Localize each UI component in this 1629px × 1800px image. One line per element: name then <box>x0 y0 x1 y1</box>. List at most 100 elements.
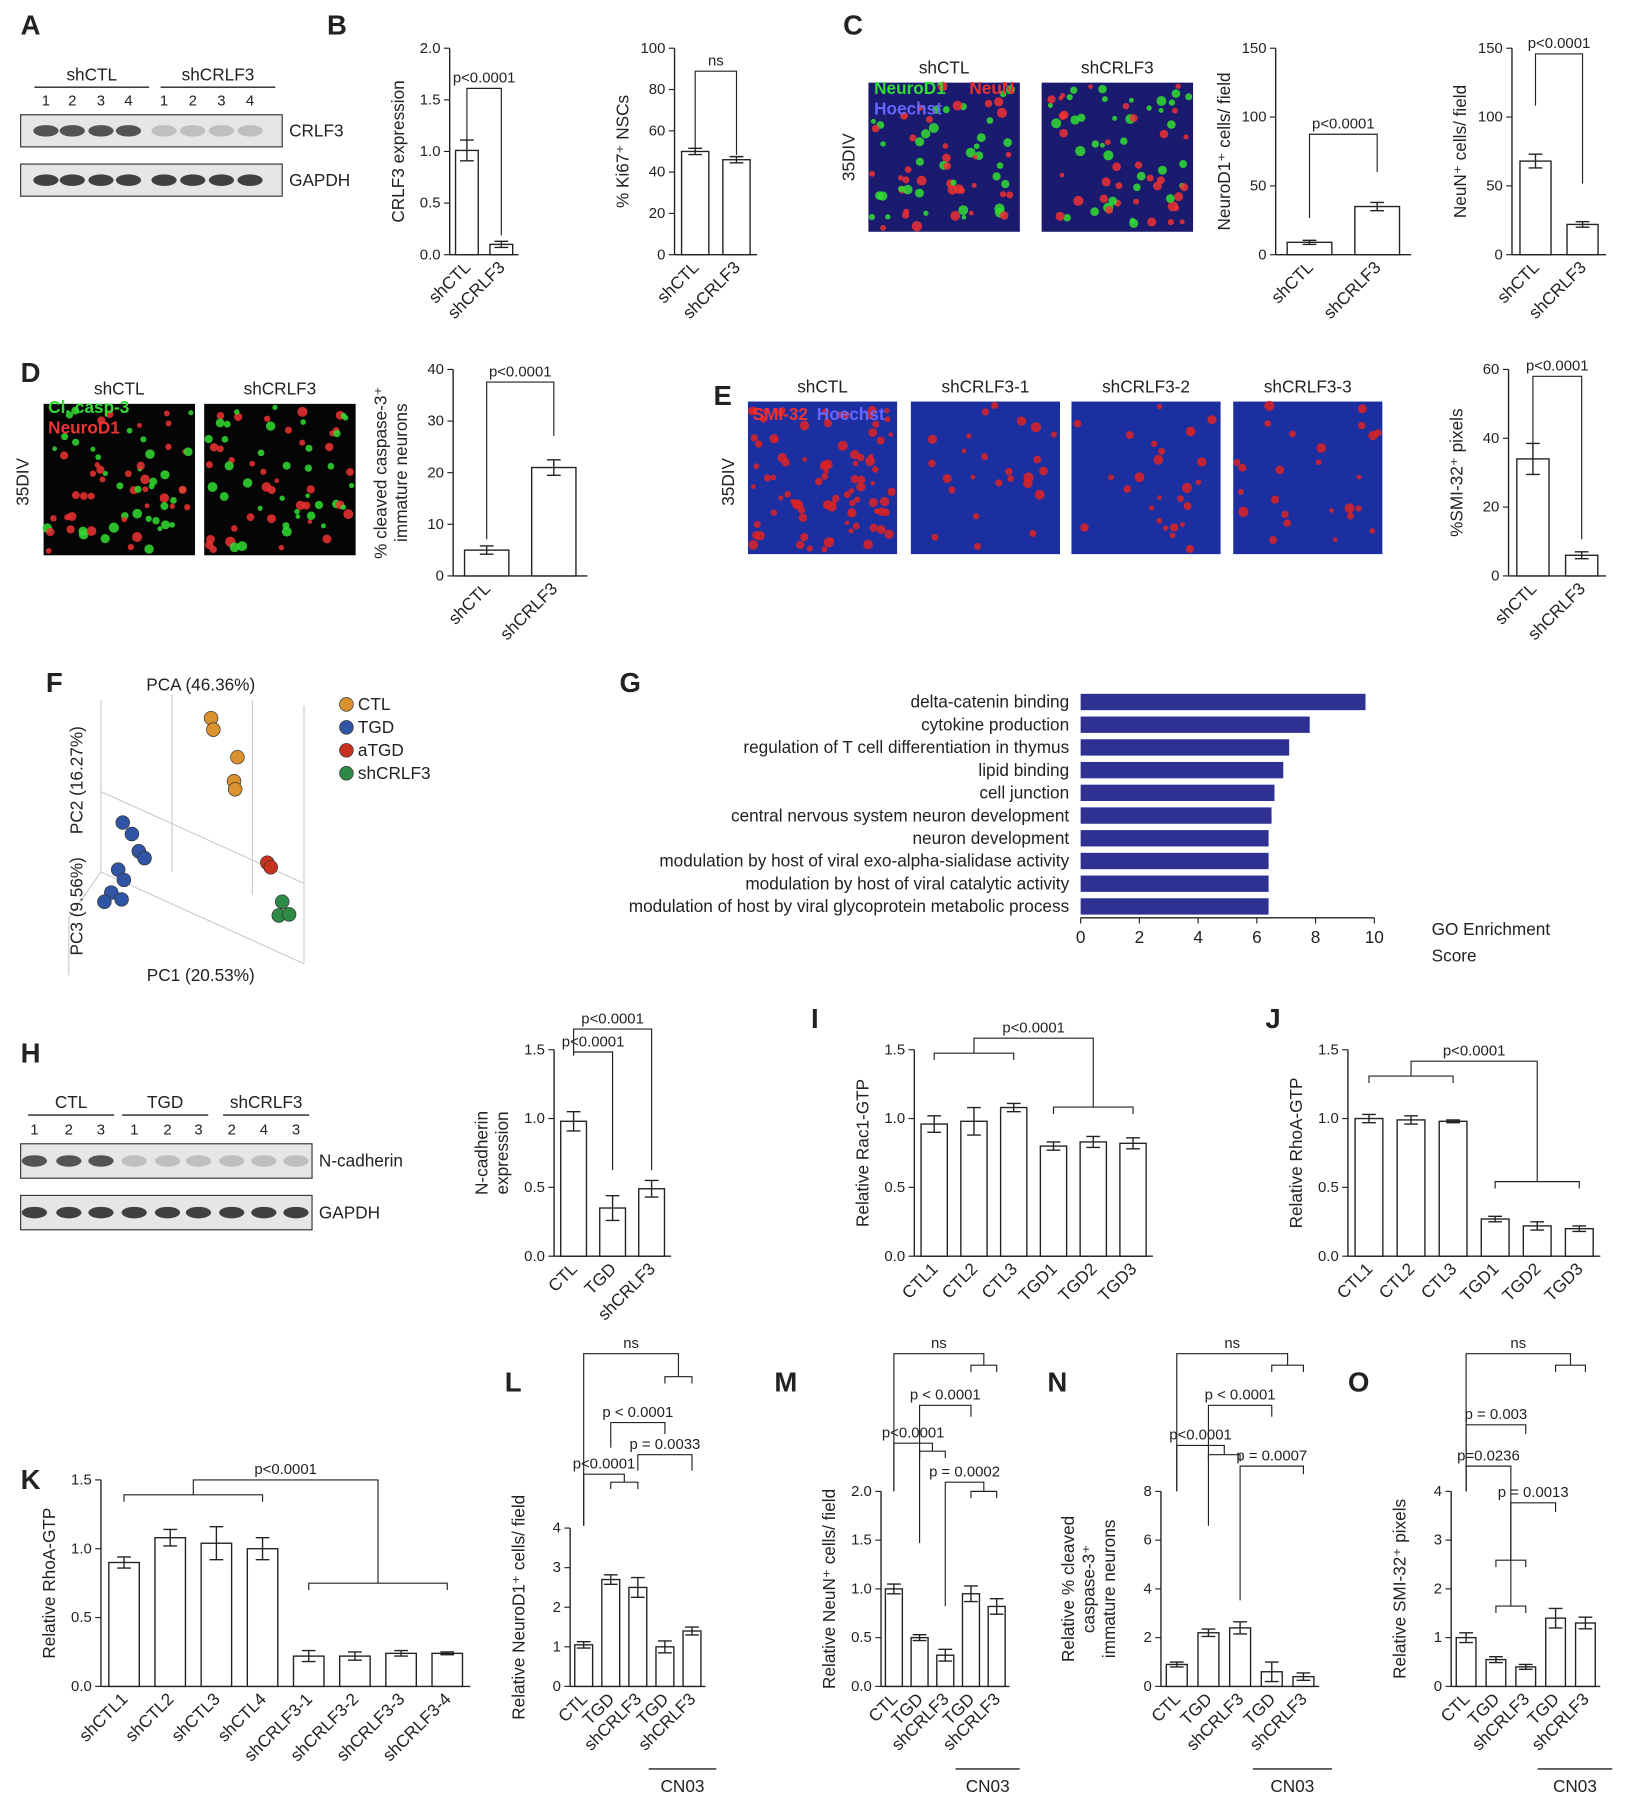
cell <box>142 486 149 493</box>
cell <box>65 411 74 419</box>
blot-band <box>283 1206 309 1219</box>
y-tick-label: 3 <box>553 1560 561 1576</box>
cell <box>87 492 95 500</box>
cell <box>145 449 155 459</box>
error-bar <box>1370 201 1385 212</box>
cell <box>223 420 231 428</box>
cell <box>264 415 271 422</box>
cell <box>961 214 967 220</box>
cell <box>943 162 952 170</box>
cell <box>221 435 229 443</box>
significance-bracket <box>1308 133 1378 218</box>
cell <box>898 175 904 181</box>
significance-label: p = 0.0013 <box>1498 1485 1569 1501</box>
blot-group: TGD <box>147 1092 183 1112</box>
y-axis-label: %SMI-32⁺ pixels <box>1447 408 1467 536</box>
blot-band <box>237 174 263 186</box>
bar <box>1080 761 1284 779</box>
cell <box>97 416 106 425</box>
lane-label: 2 <box>189 94 197 110</box>
cell <box>1179 160 1188 168</box>
bar <box>1080 898 1269 915</box>
cell <box>1183 134 1189 140</box>
cell <box>965 147 976 158</box>
cell <box>1238 463 1247 472</box>
y-axis-label: expression <box>492 1111 512 1194</box>
significance-label: p<0.0001 <box>581 1011 644 1027</box>
cell <box>1129 218 1139 228</box>
cell <box>1369 528 1376 534</box>
category-label: lipid binding <box>978 760 1069 780</box>
category-label: modulation by host of viral exo-alpha-si… <box>659 851 1069 871</box>
error-bar <box>1530 1221 1545 1231</box>
micrograph <box>1041 82 1194 232</box>
cell <box>1005 151 1012 158</box>
cell <box>314 500 324 510</box>
cell <box>923 210 929 216</box>
bar <box>1079 1141 1108 1257</box>
stain-label: Hoechst <box>874 99 942 119</box>
pca-grid <box>100 871 305 965</box>
panel-letter: K <box>21 1464 41 1495</box>
cell <box>750 434 758 442</box>
category-label: regulation of T cell differentiation in … <box>743 737 1069 757</box>
cell <box>1355 505 1362 512</box>
cell <box>868 213 875 221</box>
x-tick-label: shCRLF3 <box>496 578 561 643</box>
cell <box>1146 105 1152 111</box>
cell <box>911 221 923 232</box>
y-tick-label: 8 <box>1143 1484 1151 1500</box>
cell <box>160 470 170 480</box>
error-bar <box>989 1597 1004 1615</box>
cell <box>1316 443 1327 453</box>
group-label: CN03 <box>966 1776 1010 1796</box>
significance-bracket <box>893 1442 946 1492</box>
cell <box>1073 419 1082 428</box>
cell <box>871 124 880 133</box>
cell <box>778 495 784 501</box>
cell <box>1023 478 1033 489</box>
y-tick-label: 3 <box>1434 1533 1442 1549</box>
significance-label: ns <box>623 1336 639 1352</box>
blot-band <box>180 174 206 186</box>
y-axis-label: Relative % cleaved <box>1058 1516 1078 1662</box>
cell <box>1156 96 1167 106</box>
error-bar <box>117 1556 131 1569</box>
bar <box>1438 1120 1468 1257</box>
bar <box>1522 1225 1552 1257</box>
image-title: shCTL <box>94 379 145 399</box>
cell <box>863 539 873 550</box>
cell <box>1050 431 1058 438</box>
bar <box>920 1123 949 1257</box>
cell <box>237 541 248 552</box>
cell <box>1346 512 1354 520</box>
cell <box>1344 503 1355 514</box>
bar <box>999 1106 1028 1257</box>
x-tick-label: TGD2 <box>1054 1259 1101 1306</box>
cell <box>204 434 213 444</box>
bar <box>200 1542 233 1688</box>
cell <box>796 540 805 550</box>
x-tick-label: TGD3 <box>1540 1259 1587 1306</box>
x-tick-label: 10 <box>1365 927 1384 947</box>
blot-band <box>237 125 263 137</box>
bar <box>628 1586 648 1688</box>
y-tick-label: 0.5 <box>524 1180 545 1196</box>
cell <box>132 532 143 543</box>
cell <box>294 508 300 515</box>
cell <box>970 474 976 480</box>
y-axis-label: % Ki67⁺ NSCs <box>613 95 633 208</box>
blot-band <box>151 174 177 186</box>
bar <box>246 1548 279 1688</box>
error-bar <box>630 1576 645 1599</box>
bar <box>431 1652 464 1688</box>
bar <box>1197 1632 1220 1688</box>
bar <box>1039 1145 1068 1257</box>
bar <box>454 149 479 256</box>
cell <box>872 420 880 428</box>
y-tick-label: 20 <box>1483 500 1500 516</box>
x-tick-label: shCTL2 <box>121 1689 178 1746</box>
y-tick-label: 150 <box>1478 41 1503 57</box>
cell <box>755 531 765 541</box>
bar <box>1228 1627 1252 1688</box>
